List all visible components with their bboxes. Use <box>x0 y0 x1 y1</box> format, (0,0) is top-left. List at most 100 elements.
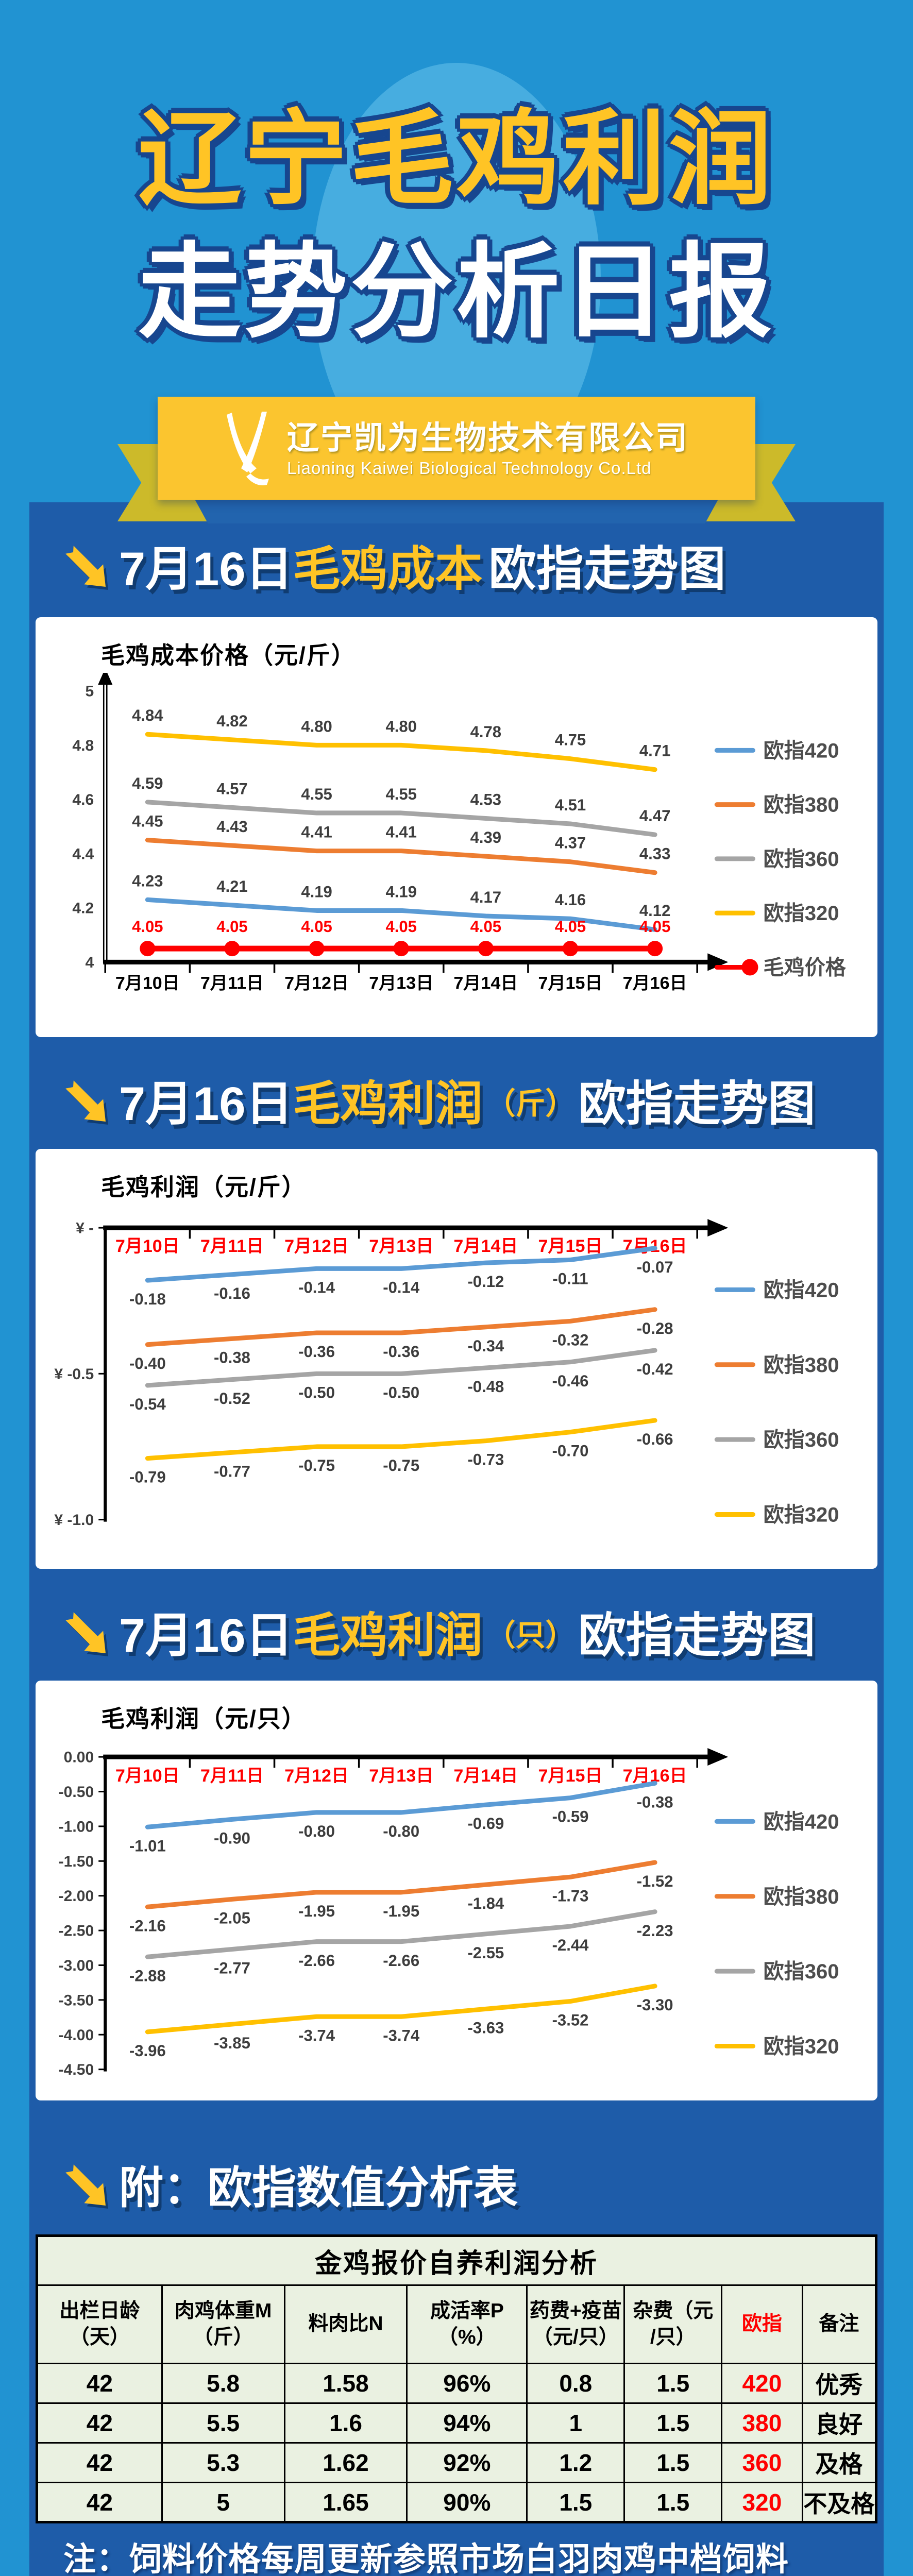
section-title-text: 附：欧指数值分析表 <box>119 2163 518 2213</box>
series-欧指420: -1.01 -0.90 -0.80 -0.80 -0.69 -0.59 -0.38 <box>129 1781 673 1855</box>
data-label: -0.38 <box>637 1793 673 1811</box>
legend-entry: 欧指320 <box>714 2036 839 2058</box>
section-title-prefix: 7月16日 <box>119 543 293 596</box>
x-date-label: 7月15日 <box>538 1236 602 1256</box>
x-date-label: 7月12日 <box>284 974 349 993</box>
series-毛鸡价格: 4.05 4.05 4.05 4.05 4.05 4.05 4.05 <box>132 918 670 957</box>
data-label: -3.52 <box>552 2011 589 2029</box>
y-axis: 5 4.8 4.6 4.4 4.2 4 <box>72 673 113 971</box>
analysis-table: 金鸡报价自养利润分析 出栏日龄 （天） 肉鸡体重M （斤） 料肉比N 成活率P （%）药… <box>36 2234 877 2523</box>
data-label: 4.23 <box>132 872 163 890</box>
x-date-label: 7月11日 <box>200 1236 264 1256</box>
data-label: -3.85 <box>214 2034 250 2052</box>
data-label: 4.33 <box>639 845 670 863</box>
section-title-highlight: 毛鸡成本 <box>293 543 483 596</box>
cost-chart-panel: 毛鸡成本价格（元/斤） 5 4.8 4.6 4.4 4.2 4 7月10日 7月11日 7月12… <box>36 617 877 1037</box>
poster-header: 辽宁毛鸡利润 走势分析日报 辽宁凯为生物技术有限公司 Liaoning Kaiw… <box>0 0 913 523</box>
x-date-label: 7月13日 <box>369 1236 433 1256</box>
legend-label: 欧指380 <box>764 1354 839 1377</box>
data-label: -3.74 <box>383 2026 420 2044</box>
data-point-marker <box>647 941 663 957</box>
section-title-prefix: 7月16日 <box>119 1078 293 1130</box>
legend-entry: 欧指380 <box>714 1354 839 1377</box>
data-label: 4.21 <box>216 877 247 895</box>
series-欧指360: 4.59 4.57 4.55 4.55 4.53 4.51 4.47 <box>132 774 670 837</box>
x-date-label: 7月15日 <box>538 1766 602 1786</box>
data-label: -0.75 <box>383 1456 419 1475</box>
data-label: -0.77 <box>214 1462 250 1480</box>
data-label: 4.43 <box>216 818 247 836</box>
data-label: 4.75 <box>555 731 586 749</box>
table-header-cell: 料肉比N <box>283 2284 408 2364</box>
data-point-marker <box>562 941 579 957</box>
profit-per-bird-chart: 0.00 -0.50 -1.00 -1.50 -2.00 -2.50 -3.00 -3.50 -… <box>59 1748 839 2078</box>
data-label: 4.19 <box>385 883 416 901</box>
data-label: -1.73 <box>552 1887 589 1905</box>
profit-jin-chart-title: 毛鸡利润（元/斤） <box>101 1174 307 1200</box>
table-cell: 92% <box>406 2442 528 2483</box>
table-cell: 良好 <box>801 2402 877 2444</box>
x-date-label: 7月12日 <box>284 1766 349 1786</box>
series-line <box>145 1307 657 1347</box>
table-header-cell: 肉鸡体重M （斤） <box>161 2284 285 2364</box>
data-label: -0.12 <box>467 1273 504 1291</box>
x-axis: 7月10日 7月11日 7月12日 7月13日 7月14日 7月15日 7月16日 <box>103 1748 729 1786</box>
table-cell: 1.6 <box>283 2402 408 2444</box>
table-row: 42 5.3 1.62 92% 1.2 1.5 360 及格 <box>36 2442 877 2483</box>
y-tick-label: -1.50 <box>59 1853 94 1870</box>
table-cell: 42 <box>36 2363 163 2404</box>
x-date-label: 7月13日 <box>369 1766 433 1786</box>
legend: 欧指420 欧指380 欧指360 欧指320 <box>714 1810 839 2058</box>
series-line <box>145 1860 657 1909</box>
data-label: -0.66 <box>637 1430 673 1448</box>
legend-label: 毛鸡价格 <box>764 956 847 979</box>
series-line <box>145 1348 657 1388</box>
data-point-marker <box>393 941 409 957</box>
table-cell: 1.5 <box>623 2363 723 2404</box>
data-label: -0.36 <box>298 1343 335 1361</box>
data-label: -0.42 <box>637 1360 673 1378</box>
x-date-label: 7月11日 <box>200 974 264 993</box>
legend-label: 欧指320 <box>764 902 839 925</box>
data-label: 4.41 <box>385 823 416 841</box>
data-label: -1.95 <box>298 1902 335 1920</box>
data-label: 4.05 <box>470 918 501 936</box>
table-header-cell: 成活率P （%） <box>406 2284 528 2364</box>
profit-bird-chart-title: 毛鸡利润（元/只） <box>101 1705 307 1732</box>
data-label: 4.45 <box>132 812 163 831</box>
series-欧指320: -3.96 -3.85 -3.74 -3.74 -3.63 -3.52 -3.30 <box>129 1984 673 2060</box>
table-header-row: 出栏日龄 （天） 肉鸡体重M （斤） 料肉比N 成活率P （%） 药费+疫苗 （元/只）… <box>36 2284 877 2364</box>
data-label: 4.80 <box>301 717 332 735</box>
series-line <box>145 1246 657 1283</box>
table-row: 42 5 1.65 90% 1.5 1.5 320 不及格 <box>36 2482 877 2523</box>
section-title-prefix: 7月16日 <box>119 1609 293 1662</box>
table-cell: 360 <box>721 2442 803 2483</box>
table-cell: 及格 <box>801 2442 877 2483</box>
data-label: 4.55 <box>301 785 332 803</box>
data-label: -0.40 <box>129 1354 166 1372</box>
table-header-cell: 欧指 <box>721 2284 803 2364</box>
data-label: -0.38 <box>214 1348 250 1366</box>
data-label: 4.05 <box>216 918 247 936</box>
legend-label: 欧指360 <box>764 1429 839 1451</box>
legend-entry: 欧指380 <box>714 1886 839 1908</box>
data-point-marker <box>140 941 156 957</box>
y-tick-label: -1.00 <box>59 1818 94 1835</box>
data-label: -3.74 <box>298 2026 335 2044</box>
y-tick-label: -2.50 <box>59 1923 94 1940</box>
data-label: -0.73 <box>467 1451 504 1469</box>
table-cell: 420 <box>721 2363 803 2404</box>
legend-entry: 欧指420 <box>714 739 839 762</box>
legend-label: 欧指380 <box>764 1886 839 1908</box>
data-label: 4.05 <box>639 918 670 936</box>
table-cell: 42 <box>36 2442 163 2483</box>
legend-entry: 欧指380 <box>714 794 839 817</box>
table-cell: 1.62 <box>283 2442 408 2483</box>
series-欧指320: -0.79 -0.77 -0.75 -0.75 -0.73 -0.70 -0.66 <box>129 1418 673 1486</box>
table-title: 金鸡报价自养利润分析 <box>36 2235 877 2286</box>
data-label: -0.69 <box>467 1815 504 1833</box>
company-logo-icon <box>226 412 269 486</box>
legend-label: 欧指320 <box>764 2036 839 2058</box>
series-line <box>145 800 657 837</box>
